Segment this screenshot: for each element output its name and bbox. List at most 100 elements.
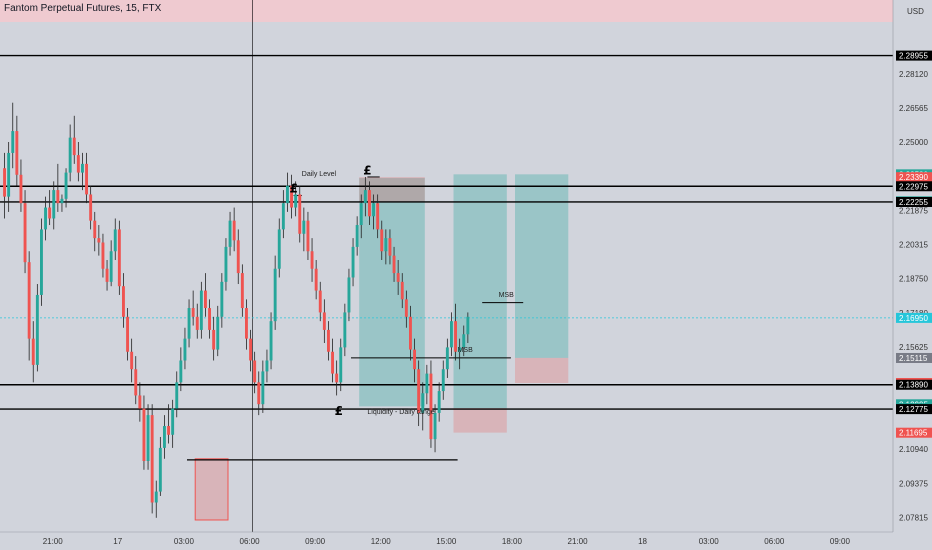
pound-symbol: £ [290, 181, 298, 195]
stop-zone [453, 408, 507, 433]
bear-candle [253, 360, 257, 383]
bull-candle [228, 220, 232, 247]
bull-candle [462, 334, 466, 348]
bull-candle [384, 238, 388, 252]
bear-candle [392, 255, 396, 274]
price-tag-bg [896, 196, 932, 207]
price-tick-label: 2.21875 [899, 206, 928, 215]
bear-candle [76, 155, 80, 173]
bull-candle [433, 412, 437, 440]
bull-candle [109, 251, 113, 282]
bull-candle [347, 277, 351, 313]
price-tick-label: 2.10940 [899, 445, 928, 454]
bear-candle [23, 203, 27, 263]
bull-candle [7, 152, 11, 197]
price-tag: 2.12775 [896, 404, 932, 415]
bear-candle [101, 242, 105, 269]
bull-candle [339, 347, 343, 383]
price-tick-label: 2.26565 [899, 104, 928, 113]
target-zone [515, 174, 569, 358]
bull-candle [179, 360, 183, 383]
bull-candle [154, 491, 158, 503]
bear-candle [257, 382, 261, 405]
price-tag-text: 2.23390 [899, 173, 928, 182]
bull-candle [273, 268, 277, 322]
bull-candle [265, 360, 269, 372]
bull-candle [81, 163, 84, 173]
bull-candle [220, 281, 224, 317]
bear-candle [134, 369, 138, 396]
bear-candle [208, 308, 211, 330]
time-tick-label: 06:00 [764, 537, 785, 546]
price-tag-bg [896, 181, 932, 192]
bull-candle [425, 373, 429, 394]
price-tag-text: 2.11695 [899, 429, 928, 438]
bull-candle [199, 290, 203, 330]
time-axis [0, 532, 893, 550]
price-tag-bg [896, 404, 932, 415]
price-tag-bg [896, 352, 932, 363]
price-tag: 2.28955 [896, 50, 932, 61]
bear-candle [85, 163, 88, 195]
time-tick-label: 09:00 [830, 537, 851, 546]
bear-candle [249, 338, 252, 361]
price-tag-bg [896, 172, 932, 183]
bull-candle [146, 415, 150, 461]
bear-candle [404, 299, 408, 317]
bear-candle [15, 131, 19, 175]
bear-candle [240, 273, 244, 309]
bull-candle [171, 408, 175, 435]
bear-candle [322, 312, 326, 330]
bull-candle [183, 338, 187, 361]
bull-candle [11, 131, 15, 153]
bull-candle [187, 308, 191, 339]
time-tick-label: 15:00 [436, 537, 457, 546]
bear-candle [150, 415, 154, 503]
bull-candle [40, 229, 43, 295]
bull-candle [261, 371, 265, 405]
bear-candle [327, 329, 330, 352]
bear-candle [306, 220, 310, 252]
price-tick-label: 2.28120 [899, 70, 928, 79]
bear-candle [204, 290, 207, 309]
bear-candle [126, 316, 129, 352]
price-tag-bg [896, 50, 932, 61]
price-tick-label: 2.20315 [899, 240, 928, 249]
price-tag: 2.16950 [896, 312, 932, 323]
bull-candle [458, 347, 462, 352]
bear-candle [380, 229, 384, 252]
target-zone [453, 174, 507, 409]
bull-candle [351, 246, 355, 278]
bear-candle [396, 273, 400, 282]
bull-candle [224, 246, 228, 282]
bear-candle [3, 168, 6, 197]
bull-candle [64, 172, 68, 199]
stop-zone [194, 458, 229, 521]
bear-candle [310, 251, 314, 269]
symbol-title: Fantom Perpetual Futures, 15, FTX [4, 3, 162, 14]
bear-candle [236, 240, 240, 274]
msb-label: MSB [499, 292, 514, 299]
time-tick-label: 12:00 [371, 537, 392, 546]
pound-symbol: £ [335, 404, 343, 418]
bear-candle [290, 185, 293, 208]
msb-label: MSB [458, 347, 474, 354]
bull-candle [437, 391, 441, 413]
price-tag-text: 2.13890 [899, 381, 928, 390]
price-tag: 2.15115 [896, 352, 932, 363]
bear-candle [89, 194, 93, 221]
price-tag-text: 2.15115 [899, 354, 928, 363]
bull-candle [359, 203, 363, 226]
bear-candle [191, 308, 195, 317]
bull-candle [421, 393, 425, 413]
time-tick-label: 21:00 [568, 537, 589, 546]
time-tick-label: 17 [113, 537, 122, 546]
price-tick-label: 2.18750 [899, 275, 928, 284]
bear-candle [331, 351, 334, 374]
time-tick-label: 18:00 [502, 537, 523, 546]
bear-candle [19, 174, 23, 204]
bear-candle [417, 369, 421, 413]
bull-candle [113, 229, 117, 252]
price-tag-text: 2.22975 [899, 182, 928, 191]
